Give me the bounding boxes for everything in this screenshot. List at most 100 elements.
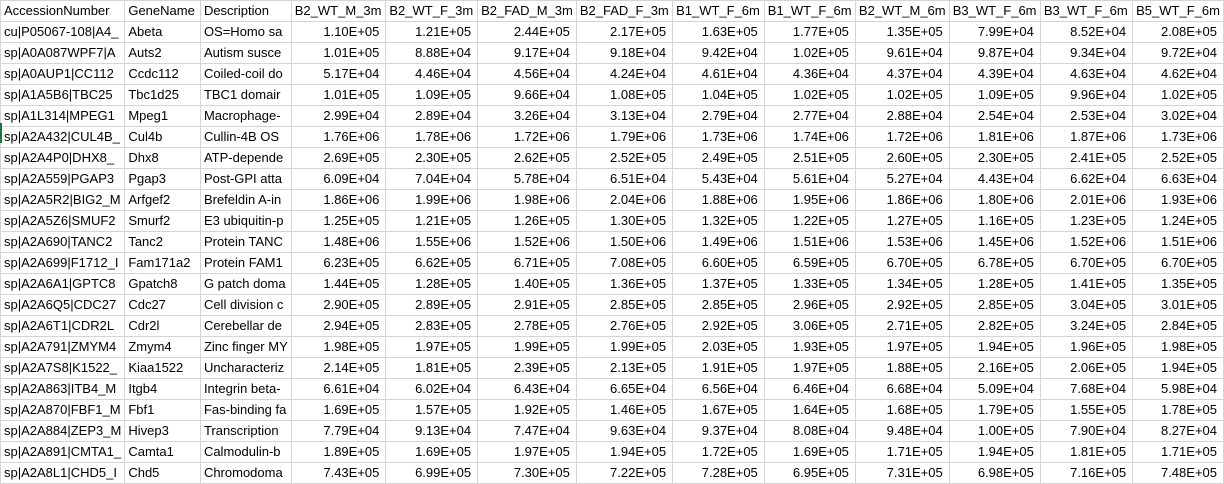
- description-cell[interactable]: Integrin beta-: [200, 378, 292, 400]
- value-cell[interactable]: 1.46E+05: [576, 399, 674, 421]
- value-cell[interactable]: 1.51E+06: [1132, 231, 1224, 253]
- gene-name-cell[interactable]: Kiaa1522: [124, 357, 201, 379]
- value-cell[interactable]: 1.52E+06: [477, 231, 577, 253]
- value-cell[interactable]: 6.95E+05: [764, 462, 856, 484]
- value-cell[interactable]: 6.98E+05: [949, 462, 1041, 484]
- value-cell[interactable]: 1.02E+05: [764, 42, 856, 64]
- gene-name-cell[interactable]: Tanc2: [124, 231, 201, 253]
- value-cell[interactable]: 2.01E+06: [1040, 189, 1134, 211]
- gene-name-cell[interactable]: Tbc1d25: [124, 84, 201, 106]
- value-cell[interactable]: 1.87E+06: [1040, 126, 1134, 148]
- column-header-cell[interactable]: B3_WT_F_6m: [949, 0, 1041, 22]
- value-cell[interactable]: 2.89E+04: [385, 105, 479, 127]
- value-cell[interactable]: 5.61E+04: [764, 168, 856, 190]
- value-cell[interactable]: 1.48E+06: [291, 231, 387, 253]
- value-cell[interactable]: 1.68E+05: [855, 399, 950, 421]
- value-cell[interactable]: 1.86E+06: [855, 189, 950, 211]
- value-cell[interactable]: 9.63E+04: [576, 420, 674, 442]
- value-cell[interactable]: 1.37E+05: [672, 273, 765, 295]
- value-cell[interactable]: 7.90E+04: [1040, 420, 1134, 442]
- value-cell[interactable]: 2.99E+04: [291, 105, 387, 127]
- value-cell[interactable]: 4.63E+04: [1040, 63, 1134, 85]
- value-cell[interactable]: 1.25E+05: [291, 210, 387, 232]
- value-cell[interactable]: 1.72E+06: [477, 126, 577, 148]
- value-cell[interactable]: 2.83E+05: [385, 315, 479, 337]
- description-cell[interactable]: Macrophage-: [200, 105, 292, 127]
- value-cell[interactable]: 6.70E+05: [855, 252, 950, 274]
- value-cell[interactable]: 9.96E+04: [1040, 84, 1134, 106]
- value-cell[interactable]: 1.28E+05: [949, 273, 1041, 295]
- column-header-cell[interactable]: B5_WT_F_6m: [1132, 0, 1224, 22]
- value-cell[interactable]: 2.30E+05: [949, 147, 1041, 169]
- accession-cell[interactable]: sp|A2A7S8|K1522_: [0, 357, 126, 379]
- value-cell[interactable]: 1.49E+06: [672, 231, 765, 253]
- value-cell[interactable]: 6.63E+04: [1132, 168, 1224, 190]
- value-cell[interactable]: 2.62E+05: [477, 147, 577, 169]
- value-cell[interactable]: 1.44E+05: [291, 273, 387, 295]
- value-cell[interactable]: 1.23E+05: [1040, 210, 1134, 232]
- value-cell[interactable]: 3.06E+05: [764, 315, 856, 337]
- value-cell[interactable]: 3.01E+05: [1132, 294, 1224, 316]
- accession-cell[interactable]: sp|A2A432|CUL4B_: [0, 126, 126, 148]
- value-cell[interactable]: 1.26E+05: [477, 210, 577, 232]
- accession-cell[interactable]: sp|A2A559|PGAP3: [0, 168, 126, 190]
- value-cell[interactable]: 2.41E+05: [1040, 147, 1134, 169]
- value-cell[interactable]: 2.04E+06: [576, 189, 674, 211]
- value-cell[interactable]: 2.13E+05: [576, 357, 674, 379]
- description-cell[interactable]: Protein TANC: [200, 231, 292, 253]
- value-cell[interactable]: 8.52E+04: [1040, 21, 1134, 43]
- column-header-cell[interactable]: B2_WT_F_3m: [385, 0, 479, 22]
- value-cell[interactable]: 1.98E+05: [1132, 336, 1224, 358]
- value-cell[interactable]: 7.28E+05: [672, 462, 765, 484]
- description-cell[interactable]: Brefeldin A-in: [200, 189, 292, 211]
- value-cell[interactable]: 1.97E+05: [477, 441, 577, 463]
- value-cell[interactable]: 1.78E+05: [1132, 399, 1224, 421]
- value-cell[interactable]: 1.69E+05: [764, 441, 856, 463]
- gene-name-cell[interactable]: Hivep3: [124, 420, 201, 442]
- value-cell[interactable]: 1.35E+05: [855, 21, 950, 43]
- value-cell[interactable]: 2.69E+05: [291, 147, 387, 169]
- value-cell[interactable]: 1.98E+05: [291, 336, 387, 358]
- value-cell[interactable]: 6.23E+05: [291, 252, 387, 274]
- accession-cell[interactable]: sp|A2A5Z6|SMUF2: [0, 210, 126, 232]
- value-cell[interactable]: 1.99E+06: [385, 189, 479, 211]
- value-cell[interactable]: 1.86E+06: [291, 189, 387, 211]
- value-cell[interactable]: 1.97E+05: [385, 336, 479, 358]
- value-cell[interactable]: 1.71E+05: [855, 441, 950, 463]
- gene-name-cell[interactable]: Abeta: [124, 21, 201, 43]
- value-cell[interactable]: 9.72E+04: [1132, 42, 1224, 64]
- accession-cell[interactable]: sp|A0AUP1|CC112: [0, 63, 126, 85]
- value-cell[interactable]: 9.66E+04: [477, 84, 577, 106]
- value-cell[interactable]: 4.46E+04: [385, 63, 479, 85]
- value-cell[interactable]: 1.45E+06: [949, 231, 1041, 253]
- gene-name-cell[interactable]: Ccdc112: [124, 63, 201, 85]
- value-cell[interactable]: 1.72E+05: [672, 441, 765, 463]
- value-cell[interactable]: 1.93E+06: [1132, 189, 1224, 211]
- value-cell[interactable]: 9.87E+04: [949, 42, 1041, 64]
- value-cell[interactable]: 1.22E+05: [764, 210, 856, 232]
- value-cell[interactable]: 1.40E+05: [477, 273, 577, 295]
- value-cell[interactable]: 1.02E+05: [764, 84, 856, 106]
- value-cell[interactable]: 6.70E+05: [1132, 252, 1224, 274]
- gene-name-cell[interactable]: Zmym4: [124, 336, 201, 358]
- description-cell[interactable]: Coiled-coil do: [200, 63, 292, 85]
- value-cell[interactable]: 1.99E+05: [477, 336, 577, 358]
- gene-name-cell[interactable]: Pgap3: [124, 168, 201, 190]
- value-cell[interactable]: 1.89E+05: [291, 441, 387, 463]
- value-cell[interactable]: 1.01E+05: [291, 84, 387, 106]
- value-cell[interactable]: 7.99E+04: [949, 21, 1041, 43]
- value-cell[interactable]: 1.02E+05: [1132, 84, 1224, 106]
- value-cell[interactable]: 6.61E+04: [291, 378, 387, 400]
- gene-name-cell[interactable]: Gpatch8: [124, 273, 201, 295]
- value-cell[interactable]: 1.74E+06: [764, 126, 856, 148]
- value-cell[interactable]: 2.94E+05: [291, 315, 387, 337]
- value-cell[interactable]: 1.27E+05: [855, 210, 950, 232]
- value-cell[interactable]: 2.92E+05: [672, 315, 765, 337]
- column-header-cell[interactable]: Description: [200, 0, 292, 22]
- gene-name-cell[interactable]: Mpeg1: [124, 105, 201, 127]
- value-cell[interactable]: 7.16E+05: [1040, 462, 1134, 484]
- value-cell[interactable]: 2.76E+05: [576, 315, 674, 337]
- value-cell[interactable]: 1.88E+06: [672, 189, 765, 211]
- value-cell[interactable]: 7.48E+05: [1132, 462, 1224, 484]
- value-cell[interactable]: 1.91E+05: [672, 357, 765, 379]
